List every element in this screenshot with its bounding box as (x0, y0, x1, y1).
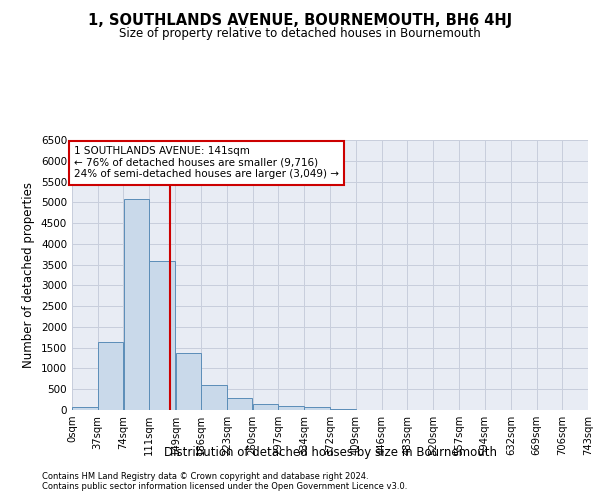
Bar (278, 406, 304, 410)
Y-axis label: Number of detached properties: Number of detached properties (22, 182, 35, 368)
Bar (98, 342, 123, 410)
Text: 1 SOUTHLANDS AVENUE: 141sqm
← 76% of detached houses are smaller (9,716)
24% of : 1 SOUTHLANDS AVENUE: 141sqm ← 76% of det… (74, 146, 339, 180)
Text: Distribution of detached houses by size in Bournemouth: Distribution of detached houses by size … (163, 446, 497, 459)
Bar (72, 407, 98, 410)
Bar (331, 409, 356, 410)
Bar (176, 352, 201, 410)
Text: Contains public sector information licensed under the Open Government Licence v3: Contains public sector information licen… (42, 482, 407, 491)
Text: 1, SOUTHLANDS AVENUE, BOURNEMOUTH, BH6 4HJ: 1, SOUTHLANDS AVENUE, BOURNEMOUTH, BH6 4… (88, 12, 512, 28)
Text: Size of property relative to detached houses in Bournemouth: Size of property relative to detached ho… (119, 28, 481, 40)
Bar (227, 398, 253, 410)
Bar (149, 262, 175, 410)
Bar (124, 199, 149, 410)
Bar (253, 404, 278, 410)
Text: Contains HM Land Registry data © Crown copyright and database right 2024.: Contains HM Land Registry data © Crown c… (42, 472, 368, 481)
Bar (304, 408, 330, 410)
Bar (202, 386, 227, 410)
